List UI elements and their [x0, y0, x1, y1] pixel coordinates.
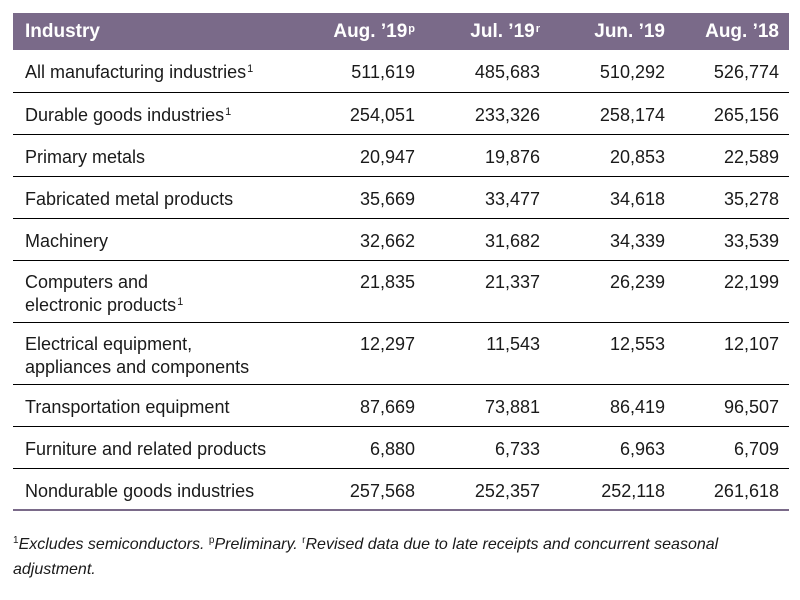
table-body: All manufacturing industries1 511,619 485,… — [13, 50, 789, 511]
footnote-ref: 1 — [177, 295, 184, 308]
value-cell-jul-2019: 31,682 — [425, 218, 550, 261]
industry-cell: Fabricated metal products — [13, 176, 309, 219]
value-cell-jun-2019: 26,239 — [550, 260, 675, 323]
footnote-text-r: Revised data due to late receipts and co… — [13, 536, 719, 578]
footnote-text-1: Excludes semiconductors. — [18, 536, 209, 553]
value-cell-jun-2019: 34,618 — [550, 176, 675, 219]
footnote-mark-p: p — [208, 535, 215, 546]
table-row: Nondurable goods industries 257,568 252,35… — [13, 468, 789, 511]
value-cell-jul-2019: 33,477 — [425, 176, 550, 219]
table-row: Electrical equipment, appliances and comp… — [13, 322, 789, 385]
industry-label: All manufacturing industries1 — [25, 62, 254, 82]
value-cell-aug-2019: 6,880 — [309, 426, 425, 469]
table-row: Durable goods industries1 254,051 233,326 2… — [13, 92, 789, 135]
industry-cell: Nondurable goods industries — [13, 468, 309, 511]
industry-label: Fabricated metal products — [25, 188, 234, 209]
value-cell-aug-2018: 33,539 — [675, 218, 789, 261]
value-cell-aug-2018: 6,709 — [675, 426, 789, 469]
industry-label: Transportation equipment — [25, 396, 230, 417]
value-cell-jun-2019: 20,853 — [550, 134, 675, 177]
value-cell-aug-2019: 32,662 — [309, 218, 425, 261]
industry-cell: Electrical equipment, appliances and comp… — [13, 322, 309, 385]
value-cell-jul-2019: 73,881 — [425, 384, 550, 427]
industry-label: Computers and — [25, 271, 149, 292]
industry-label: Durable goods industries1 — [25, 104, 232, 125]
value-cell-aug-2019: 257,568 — [309, 468, 425, 511]
value-cell-aug-2018: 22,199 — [675, 260, 789, 323]
preliminary-mark: p — [408, 22, 415, 35]
footnote-ref: 1 — [247, 63, 254, 75]
value-cell-aug-2019: 12,297 — [309, 322, 425, 385]
table-row: Fabricated metal products 35,669 33,477 34,… — [13, 176, 789, 219]
value-cell-aug-2018: 12,107 — [675, 322, 789, 385]
industry-cell: Transportation equipment — [13, 384, 309, 427]
value-cell-aug-2019: 21,835 — [309, 260, 425, 323]
value-cell-jul-2019: 19,876 — [425, 134, 550, 177]
table-row: Transportation equipment 87,669 73,881 86,4… — [13, 384, 789, 427]
value-cell-jun-2019: 258,174 — [550, 92, 675, 135]
footnote-mark-1: 1 — [13, 535, 19, 546]
table-row: Primary metals 20,947 19,876 20,853 22,589 — [13, 134, 789, 177]
industry-cell: All manufacturing industries1 — [13, 50, 309, 93]
table-row: Machinery 32,662 31,682 34,339 33,539 — [13, 218, 789, 261]
value-cell-jun-2019: 252,118 — [550, 468, 675, 511]
value-cell-jul-2019: 21,337 — [425, 260, 550, 323]
header-aug-2018: Aug. ’18 — [675, 13, 789, 50]
industry-cell: Durable goods industries1 — [13, 92, 309, 135]
header-aug-2019: Aug. ’19p — [309, 13, 425, 50]
value-cell-aug-2019: 20,947 — [309, 134, 425, 177]
value-cell-aug-2018: 22,589 — [675, 134, 789, 177]
value-cell-aug-2018: 261,618 — [675, 468, 789, 511]
table-header: Industry Aug. ’19p Jul. ’19r Jun. ’19 Au… — [13, 13, 789, 50]
value-cell-aug-2019: 35,669 — [309, 176, 425, 219]
value-cell-aug-2019: 511,619 — [309, 50, 425, 93]
value-cell-aug-2018: 526,774 — [675, 50, 789, 93]
header-jul-2019: Jul. ’19r — [425, 13, 550, 50]
industry-label: appliances and components — [25, 356, 250, 377]
industry-label: electronic products1 — [25, 294, 184, 315]
footnote-text-p: Preliminary. — [214, 536, 303, 553]
industry-shipments-table: Industry Aug. ’19p Jul. ’19r Jun. ’19 Au… — [13, 13, 789, 511]
table-row: All manufacturing industries1 511,619 485,… — [13, 50, 789, 93]
value-cell-jun-2019: 510,292 — [550, 50, 675, 93]
industry-label: Furniture and related products — [25, 438, 267, 459]
table-row: Furniture and related products 6,880 6,733… — [13, 426, 789, 469]
value-cell-aug-2018: 35,278 — [675, 176, 789, 219]
value-cell-jul-2019: 485,683 — [425, 50, 550, 93]
value-cell-aug-2018: 265,156 — [675, 92, 789, 135]
value-cell-jul-2019: 11,543 — [425, 322, 550, 385]
value-cell-aug-2018: 96,507 — [675, 384, 789, 427]
header-row: Industry Aug. ’19p Jul. ’19r Jun. ’19 Au… — [13, 13, 789, 50]
value-cell-jun-2019: 86,419 — [550, 384, 675, 427]
industry-label: Nondurable goods industries — [25, 480, 255, 501]
value-cell-jun-2019: 34,339 — [550, 218, 675, 261]
footnote-mark-r: r — [302, 535, 306, 546]
table-row: Computers and electronic products1 21,835 2… — [13, 260, 789, 323]
footnote-ref: 1 — [225, 105, 232, 118]
footnote: 1Excludes semiconductors. pPreliminary. … — [13, 532, 789, 582]
value-cell-jul-2019: 6,733 — [425, 426, 550, 469]
industry-label: Primary metals — [25, 146, 146, 167]
header-industry: Industry — [13, 13, 309, 50]
industry-label: Electrical equipment, — [25, 333, 193, 354]
industry-label: Machinery — [25, 230, 109, 251]
shipments-table-container: Industry Aug. ’19p Jul. ’19r Jun. ’19 Au… — [13, 13, 789, 511]
value-cell-aug-2019: 254,051 — [309, 92, 425, 135]
value-cell-jun-2019: 6,963 — [550, 426, 675, 469]
value-cell-aug-2019: 87,669 — [309, 384, 425, 427]
industry-cell: Furniture and related products — [13, 426, 309, 469]
industry-cell: Primary metals — [13, 134, 309, 177]
industry-cell: Computers and electronic products1 — [13, 260, 309, 323]
value-cell-jul-2019: 233,326 — [425, 92, 550, 135]
value-cell-jul-2019: 252,357 — [425, 468, 550, 511]
revised-mark: r — [535, 22, 540, 35]
header-jun-2019: Jun. ’19 — [550, 13, 675, 50]
industry-cell: Machinery — [13, 218, 309, 261]
value-cell-jun-2019: 12,553 — [550, 322, 675, 385]
